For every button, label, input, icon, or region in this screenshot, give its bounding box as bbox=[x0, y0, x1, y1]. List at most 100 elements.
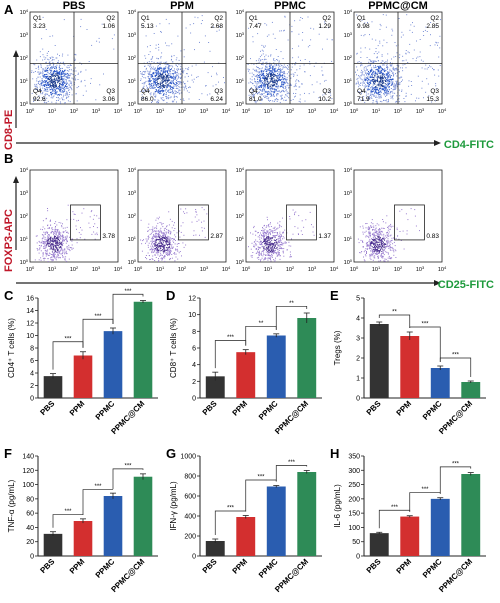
event-dot bbox=[276, 86, 278, 88]
event-dot bbox=[187, 68, 188, 70]
event-dot bbox=[273, 69, 275, 71]
event-dot bbox=[256, 252, 258, 254]
event-dot bbox=[54, 239, 56, 241]
event-dot bbox=[380, 71, 382, 73]
event-dot bbox=[49, 84, 51, 86]
event-dot bbox=[379, 88, 380, 90]
event-dot bbox=[52, 78, 54, 80]
event-dot bbox=[385, 85, 387, 87]
event-dot bbox=[290, 77, 292, 79]
event-dot bbox=[175, 96, 177, 97]
event-dot bbox=[47, 100, 49, 102]
event-dot bbox=[155, 72, 157, 74]
event-dot bbox=[373, 65, 375, 67]
event-dot bbox=[52, 90, 54, 92]
event-dot bbox=[168, 254, 170, 256]
event-dot bbox=[63, 61, 64, 63]
event-dot bbox=[38, 68, 40, 70]
event-dot bbox=[177, 77, 179, 79]
event-dot bbox=[376, 80, 378, 82]
event-dot bbox=[59, 235, 61, 237]
event-dot bbox=[382, 80, 384, 82]
event-dot bbox=[57, 96, 59, 98]
event-dot bbox=[270, 93, 272, 95]
event-dot bbox=[383, 85, 385, 87]
event-dot bbox=[167, 96, 169, 98]
event-dot bbox=[266, 76, 268, 78]
event-dot bbox=[71, 248, 73, 250]
x-tick-label: 102 bbox=[178, 265, 187, 273]
event-dot bbox=[269, 72, 271, 74]
event-dot bbox=[149, 85, 151, 87]
event-dot bbox=[145, 89, 147, 91]
event-dot bbox=[60, 84, 62, 86]
event-dot bbox=[69, 86, 71, 88]
event-dot bbox=[393, 75, 394, 77]
event-dot bbox=[67, 77, 69, 79]
event-dot bbox=[265, 246, 267, 248]
event-dot bbox=[55, 93, 57, 95]
event-dot bbox=[158, 244, 160, 246]
event-dot bbox=[396, 75, 398, 77]
event-dot bbox=[310, 27, 312, 29]
event-dot bbox=[167, 84, 169, 86]
event-dot bbox=[269, 85, 271, 87]
event-dot bbox=[272, 243, 274, 244]
event-dot bbox=[366, 57, 368, 58]
event-dot bbox=[365, 86, 367, 88]
event-dot bbox=[279, 86, 281, 88]
event-dot bbox=[52, 249, 54, 251]
event-dot bbox=[261, 44, 263, 46]
event-dot bbox=[75, 93, 77, 95]
event-dot bbox=[368, 61, 370, 63]
event-dot bbox=[382, 241, 384, 243]
event-dot bbox=[66, 86, 67, 88]
event-dot bbox=[267, 242, 269, 244]
event-dot bbox=[266, 247, 268, 249]
event-dot bbox=[275, 85, 277, 87]
event-dot bbox=[383, 94, 385, 96]
event-dot bbox=[168, 211, 170, 213]
event-dot bbox=[166, 82, 168, 83]
event-dot bbox=[68, 83, 70, 85]
event-dot bbox=[167, 78, 169, 80]
event-dot bbox=[267, 90, 269, 92]
event-dot bbox=[155, 249, 157, 251]
event-dot bbox=[157, 102, 159, 104]
event-dot bbox=[417, 75, 419, 77]
event-dot bbox=[161, 52, 163, 54]
event-dot bbox=[250, 232, 251, 234]
event-dot bbox=[316, 81, 318, 83]
event-dot bbox=[379, 40, 381, 42]
event-dot bbox=[165, 238, 167, 240]
event-dot bbox=[58, 86, 60, 88]
event-dot bbox=[43, 246, 45, 248]
event-dot bbox=[160, 86, 162, 88]
event-dot bbox=[267, 230, 269, 232]
event-dot bbox=[276, 81, 278, 83]
event-dot bbox=[281, 248, 283, 250]
event-dot bbox=[199, 234, 200, 236]
event-dot bbox=[96, 215, 98, 217]
event-dot bbox=[166, 86, 168, 88]
y-tick-label: 102 bbox=[344, 54, 353, 62]
event-dot bbox=[383, 93, 385, 95]
event-dot bbox=[180, 73, 182, 75]
event-dot bbox=[176, 74, 178, 76]
event-dot bbox=[163, 79, 165, 81]
event-dot bbox=[364, 70, 366, 72]
event-dot bbox=[147, 252, 149, 254]
event-dot bbox=[251, 242, 253, 244]
event-dot bbox=[282, 89, 284, 91]
event-dot bbox=[271, 79, 273, 81]
event-dot bbox=[179, 77, 181, 79]
event-dot bbox=[267, 236, 269, 238]
panel-label-b: B bbox=[4, 151, 13, 166]
event-dot bbox=[160, 90, 162, 92]
event-dot bbox=[274, 247, 275, 249]
event-dot bbox=[45, 244, 47, 246]
event-dot bbox=[49, 220, 51, 222]
event-dot bbox=[200, 23, 202, 25]
event-dot bbox=[282, 236, 284, 238]
event-dot bbox=[369, 97, 371, 99]
